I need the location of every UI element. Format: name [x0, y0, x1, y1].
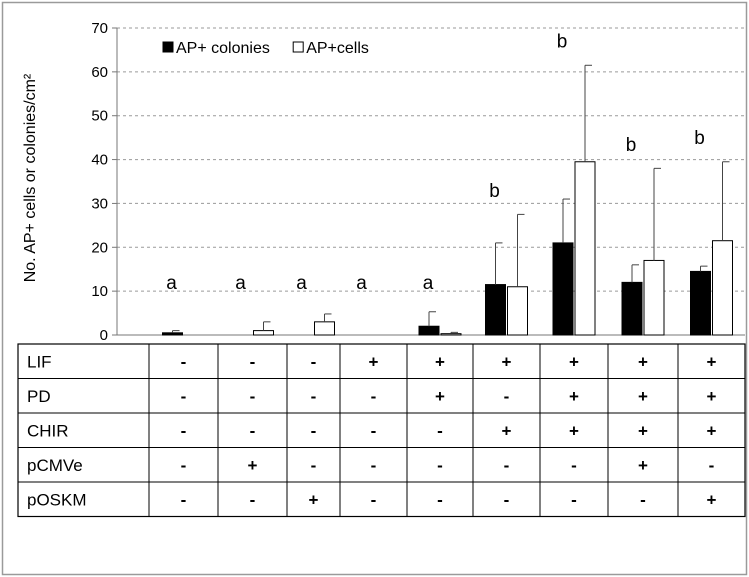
- table-cell: -: [250, 421, 256, 440]
- significance-label: a: [235, 273, 246, 294]
- bars: [162, 161, 733, 336]
- table-cell: -: [504, 387, 510, 406]
- condition-table: LIF - - - + + + + + + PD - - - - + - + + + CHIR - - - - - + + + + pCMV…: [17, 343, 746, 518]
- y-axis-label: No. AP+ cells or colonies/cm²: [22, 73, 39, 282]
- significance-label: a: [166, 273, 177, 294]
- table-cell: -: [371, 387, 377, 406]
- y-tick-label: 10: [91, 283, 108, 300]
- table-cell: -: [437, 456, 443, 475]
- table-cell: -: [371, 490, 377, 509]
- table-cell: +: [248, 456, 258, 475]
- table-cell: +: [707, 421, 717, 440]
- table-cell: -: [181, 387, 187, 406]
- table-cell: +: [707, 352, 717, 371]
- y-tick-label: 40: [91, 152, 108, 169]
- legend-swatch: [292, 41, 304, 53]
- table-cell: +: [638, 421, 648, 440]
- y-tick-label: 30: [91, 195, 108, 212]
- table-cell: +: [638, 352, 648, 371]
- bar: [643, 259, 665, 336]
- bar: [253, 330, 274, 336]
- significance-label: a: [296, 273, 307, 294]
- y-tick-label: 60: [91, 64, 108, 81]
- table-cell: +: [569, 352, 579, 371]
- significance-label: b: [626, 135, 637, 156]
- y-tick-label: 0: [100, 327, 108, 344]
- table-cell: -: [640, 490, 646, 509]
- significance-label: b: [489, 181, 500, 202]
- bar: [621, 281, 643, 336]
- table-cell: +: [707, 387, 717, 406]
- table-cell: +: [435, 352, 445, 371]
- table-cell: +: [502, 352, 512, 371]
- bar: [712, 240, 733, 336]
- y-axis: 0 10 20 30 40 50 60 70: [91, 20, 745, 344]
- y-tick-label: 50: [91, 108, 108, 125]
- bar: [418, 325, 440, 336]
- table-cell: -: [504, 490, 510, 509]
- table-cell: -: [437, 490, 443, 509]
- table-cell: +: [502, 421, 512, 440]
- table-cell: -: [371, 421, 377, 440]
- table-cell: +: [435, 387, 445, 406]
- table-cell: +: [309, 490, 319, 509]
- table-cell: -: [311, 421, 317, 440]
- table-cell: -: [437, 421, 443, 440]
- bar: [440, 333, 462, 336]
- table-cell: -: [181, 490, 187, 509]
- table-border: [17, 343, 746, 518]
- bar: [552, 242, 574, 336]
- y-tick-label: 20: [91, 239, 108, 256]
- bar: [485, 284, 506, 336]
- bar: [314, 321, 335, 336]
- table-cell: -: [371, 456, 377, 475]
- table-cell: +: [638, 387, 648, 406]
- table-cell: -: [250, 490, 256, 509]
- table-cell: +: [569, 387, 579, 406]
- table-cell: -: [250, 387, 256, 406]
- y-tick-label: 70: [91, 20, 108, 37]
- legend-entry: AP+ colonies: [176, 40, 270, 57]
- bar: [507, 286, 528, 336]
- table-row-label: CHIR: [27, 421, 69, 440]
- table-cell: +: [638, 456, 648, 475]
- table-cell: -: [709, 456, 715, 475]
- table-row-label: pOSKM: [27, 490, 87, 509]
- table-cell: -: [311, 387, 317, 406]
- table-row-label: pCMVe: [27, 456, 83, 475]
- table-cell: +: [369, 352, 379, 371]
- bar: [690, 270, 711, 336]
- significance-label: b: [557, 32, 568, 53]
- error-bars: [172, 64, 730, 334]
- table-cell: -: [571, 490, 577, 509]
- significance-label: a: [356, 273, 367, 294]
- table-cell: +: [569, 421, 579, 440]
- significance-label: b: [694, 128, 705, 149]
- table-row-label: LIF: [27, 352, 52, 371]
- significance-labels: a a a a a b b b b: [166, 32, 705, 294]
- legend-entry: AP+cells: [306, 40, 369, 57]
- bar: [574, 161, 596, 336]
- legend: AP+ colonies AP+cells: [162, 40, 369, 57]
- table-cell: -: [504, 456, 510, 475]
- bar: [162, 332, 183, 336]
- legend-swatch: [162, 41, 174, 53]
- significance-label: a: [423, 273, 434, 294]
- table-cell: -: [181, 352, 187, 371]
- table-row-label: PD: [27, 387, 51, 406]
- table-cell: -: [250, 352, 256, 371]
- table-cell: -: [311, 456, 317, 475]
- table-cell: -: [181, 421, 187, 440]
- table-cell: -: [181, 456, 187, 475]
- table-cell: -: [311, 352, 317, 371]
- table-cell: +: [707, 490, 717, 509]
- table-cell: -: [571, 456, 577, 475]
